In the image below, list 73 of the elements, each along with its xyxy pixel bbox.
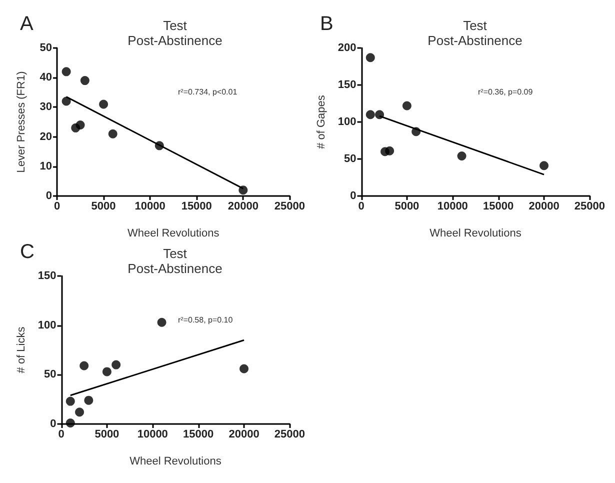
- chart-title: Test: [163, 18, 188, 33]
- point: [84, 396, 94, 405]
- point: [62, 67, 71, 76]
- y-tick-label: 30: [40, 101, 52, 114]
- y-tick-label: 100: [338, 116, 356, 128]
- y-axis-title: Lever Presses (FR1): [16, 71, 28, 173]
- x-tick-label: 5000: [91, 200, 116, 212]
- y-tick-label: 50: [40, 42, 52, 54]
- text: B: [320, 13, 334, 35]
- y-tick-label: 20: [40, 130, 52, 143]
- point: [238, 186, 248, 195]
- y-tick-label: 50: [344, 153, 356, 165]
- point: [112, 360, 121, 370]
- y-tick-label: 0: [50, 418, 56, 430]
- point: [66, 396, 75, 406]
- annotation: r²=0.734, p<0.01: [178, 88, 238, 96]
- point: [99, 100, 108, 109]
- y-tick-label: 0: [350, 190, 356, 202]
- point: [76, 120, 85, 130]
- x-axis-title: Wheel Revolutions: [130, 456, 222, 468]
- point: [385, 146, 394, 156]
- chart-title: Test: [463, 18, 488, 33]
- x-tick-label: 20000: [228, 200, 258, 212]
- point: [457, 152, 466, 161]
- point: [540, 161, 549, 170]
- y-tick-label: 10: [40, 160, 52, 172]
- x-tick-label: 25000: [574, 200, 606, 212]
- annotation: r²=0.58, p=0.10: [178, 316, 234, 324]
- point: [366, 110, 375, 120]
- x-tick-label: 10000: [437, 200, 468, 212]
- x-tick-label: 0: [58, 428, 64, 440]
- point: [366, 53, 375, 62]
- y-tick-label: 40: [40, 72, 52, 84]
- point: [75, 408, 84, 417]
- point: [80, 76, 90, 86]
- x-tick-label: 5000: [394, 200, 420, 212]
- y-tick-label: 100: [38, 319, 56, 332]
- x-tick-label: 20000: [228, 428, 260, 440]
- x-tick-label: 25000: [274, 428, 306, 440]
- x-tick-label: 15000: [181, 200, 212, 212]
- text: A: [20, 13, 34, 35]
- y-tick-label: 150: [38, 270, 56, 282]
- y-axis-title: # of Licks: [16, 326, 28, 374]
- chart-subtitle: Post-Abstinence: [428, 33, 522, 48]
- y-tick-label: 150: [338, 79, 356, 91]
- point: [402, 101, 412, 110]
- x-tick-label: 5000: [94, 428, 120, 440]
- point: [66, 418, 75, 428]
- point: [102, 367, 112, 376]
- y-tick-label: 200: [338, 42, 356, 54]
- chart-subtitle: Post-Abstinence: [128, 261, 222, 276]
- chart-title: Test: [163, 246, 188, 261]
- annotation: r²=0.36, p=0.09: [478, 88, 534, 96]
- x-tick-label: 25000: [274, 200, 306, 212]
- x-tick-label: 15000: [483, 200, 514, 212]
- point: [240, 364, 249, 374]
- y-tick-label: 0: [46, 190, 52, 202]
- y-axis-title: # of Gapes: [316, 94, 328, 149]
- x-tick-label: 15000: [183, 428, 214, 440]
- x-tick-label: 10000: [137, 428, 168, 440]
- chart-subtitle: Post-Abstinence: [128, 33, 222, 48]
- y-tick-label: 50: [44, 368, 56, 381]
- point: [375, 110, 384, 120]
- x-tick-label: 0: [358, 200, 364, 212]
- point: [157, 318, 166, 327]
- point: [108, 129, 118, 138]
- point: [62, 96, 71, 106]
- text: C: [20, 241, 34, 263]
- x-axis-title: Wheel Revolutions: [127, 228, 220, 240]
- x-tick-label: 20000: [528, 200, 560, 212]
- x-tick-label: 10000: [134, 200, 166, 212]
- x-axis-title: Wheel Revolutions: [430, 228, 522, 240]
- point: [80, 361, 89, 370]
